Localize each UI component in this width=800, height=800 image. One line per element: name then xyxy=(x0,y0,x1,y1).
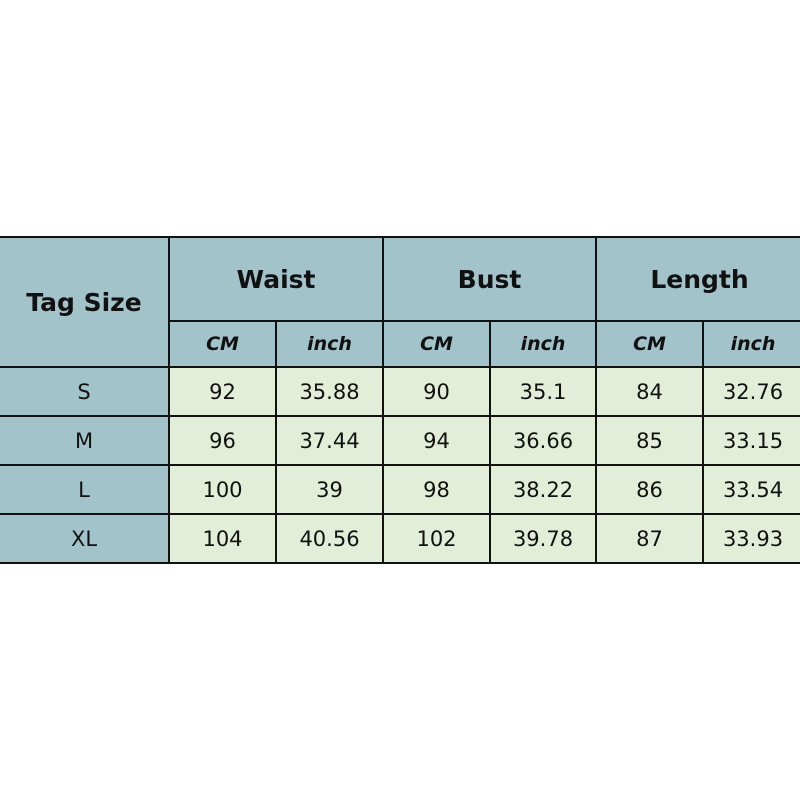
unit-header: inch xyxy=(489,320,597,368)
waist-header: Waist xyxy=(168,236,384,322)
value-cell: 90 xyxy=(382,366,491,417)
size-cell: L xyxy=(0,464,170,515)
table-row: XL 104 40.56 102 39.78 87 33.93 xyxy=(0,513,800,564)
value-cell: 37.44 xyxy=(275,415,384,466)
value-cell: 94 xyxy=(382,415,491,466)
value-cell: 96 xyxy=(168,415,277,466)
unit-header: CM xyxy=(595,320,704,368)
value-cell: 100 xyxy=(168,464,277,515)
table-row: M 96 37.44 94 36.66 85 33.15 xyxy=(0,415,800,466)
value-cell: 38.22 xyxy=(489,464,597,515)
unit-header: inch xyxy=(275,320,384,368)
unit-row: CM inch CM inch CM inch xyxy=(0,320,800,368)
value-cell: 36.66 xyxy=(489,415,597,466)
value-cell: 87 xyxy=(595,513,704,564)
value-cell: 85 xyxy=(595,415,704,466)
table-row: L 100 39 98 38.22 86 33.54 xyxy=(0,464,800,515)
bust-header: Bust xyxy=(382,236,597,322)
length-header: Length xyxy=(594,236,800,322)
value-cell: 92 xyxy=(168,366,277,417)
unit-header: CM xyxy=(168,320,277,368)
value-cell: 33.93 xyxy=(701,513,800,564)
header-row: Tag Size Waist Bust Length xyxy=(0,236,800,368)
tag-size-header: Tag Size xyxy=(0,236,170,368)
table-row: S 92 35.88 90 35.1 84 32.76 xyxy=(0,366,800,417)
value-cell: 40.56 xyxy=(275,513,384,564)
unit-header: CM xyxy=(382,320,491,368)
size-cell: M xyxy=(0,415,170,466)
value-cell: 39 xyxy=(275,464,384,515)
value-cell: 35.88 xyxy=(275,366,384,417)
value-cell: 102 xyxy=(382,513,491,564)
unit-header: inch xyxy=(701,320,800,368)
value-cell: 39.78 xyxy=(489,513,597,564)
value-cell: 86 xyxy=(595,464,704,515)
size-chart-table: Tag Size Waist Bust Length CM inch CM in… xyxy=(0,236,800,564)
value-cell: 35.1 xyxy=(489,366,597,417)
value-cell: 32.76 xyxy=(701,366,800,417)
value-cell: 84 xyxy=(595,366,704,417)
size-cell: XL xyxy=(0,513,170,564)
value-cell: 33.15 xyxy=(701,415,800,466)
value-cell: 33.54 xyxy=(701,464,800,515)
value-cell: 98 xyxy=(382,464,491,515)
size-cell: S xyxy=(0,366,170,417)
value-cell: 104 xyxy=(168,513,277,564)
